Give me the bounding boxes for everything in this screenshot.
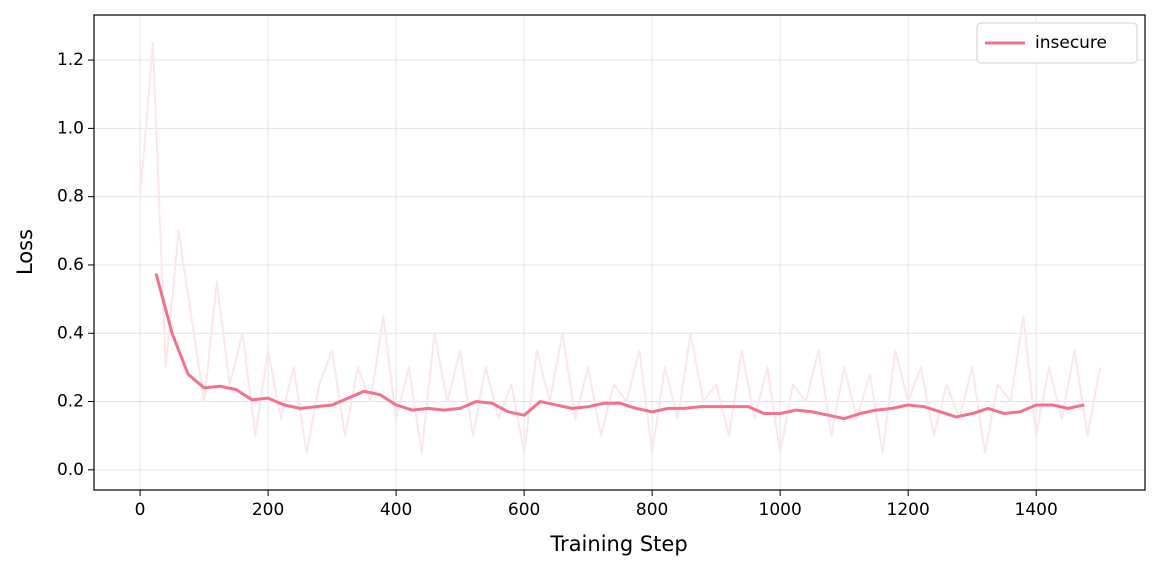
y-tick-label: 0.0 bbox=[57, 460, 84, 480]
x-tick-label: 800 bbox=[636, 500, 668, 520]
plot-frame bbox=[93, 14, 1146, 491]
y-tick-label: 0.2 bbox=[57, 392, 84, 412]
x-tick-label: 400 bbox=[380, 500, 412, 520]
x-tick-label: 0 bbox=[135, 500, 146, 520]
smoothed-line bbox=[154, 273, 1085, 421]
legend-label: insecure bbox=[1035, 33, 1107, 53]
y-tick-label: 1.0 bbox=[57, 118, 84, 138]
raw-line bbox=[139, 42, 1102, 454]
y-tick-label: 0.8 bbox=[57, 187, 84, 207]
y-tick-label: 1.2 bbox=[57, 50, 84, 70]
legend-box bbox=[976, 22, 1138, 64]
x-tick-label: 1400 bbox=[1015, 500, 1058, 520]
y-axis-label: Loss bbox=[13, 229, 37, 275]
x-tick-label: 200 bbox=[252, 500, 284, 520]
y-tick-label: 0.6 bbox=[57, 255, 84, 275]
x-tick-label: 1000 bbox=[759, 500, 802, 520]
x-axis-label: Training Step bbox=[549, 532, 687, 556]
x-tick-label: 600 bbox=[508, 500, 540, 520]
y-tick-label: 0.4 bbox=[57, 323, 84, 343]
x-tick-label: 1200 bbox=[887, 500, 930, 520]
